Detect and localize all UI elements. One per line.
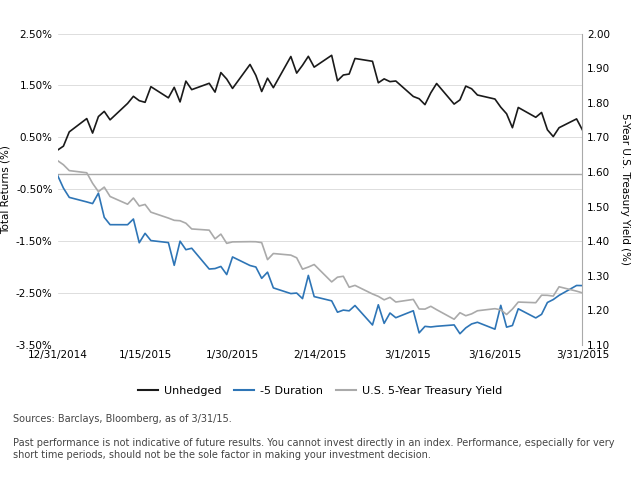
Y-axis label: Total Returns (%): Total Returns (%) [1,145,10,234]
Text: Sources: Barclays, Bloomberg, as of 3/31/15.: Sources: Barclays, Bloomberg, as of 3/31… [13,414,232,424]
Legend: Unhedged, -5 Duration, U.S. 5-Year Treasury Yield: Unhedged, -5 Duration, U.S. 5-Year Treas… [134,382,506,400]
Text: Past performance is not indicative of future results. You cannot invest directly: Past performance is not indicative of fu… [13,438,614,460]
Y-axis label: 5-Year U.S. Treasury Yield (%): 5-Year U.S. Treasury Yield (%) [620,113,630,265]
